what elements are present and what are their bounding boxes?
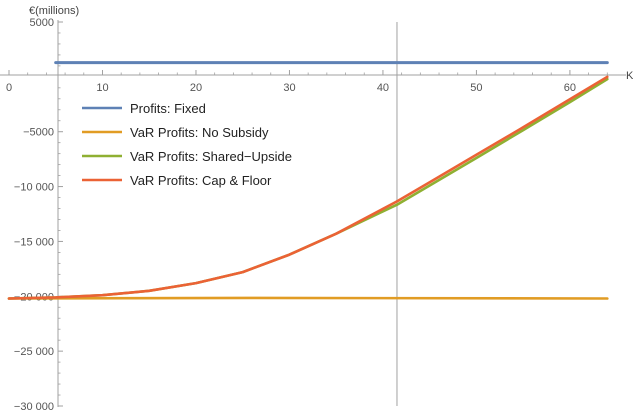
x-tick-label: 30 — [283, 82, 295, 94]
x-tick-label: 0 — [6, 82, 12, 94]
legend-label-1: Profits: Fixed — [130, 101, 206, 116]
legend-label-3: VaR Profits: Shared−Upside — [130, 149, 292, 164]
y-tick-label: −30 000 — [14, 401, 54, 413]
y-tick-label: −25 000 — [14, 346, 54, 358]
y-tick-label: −15 000 — [14, 236, 54, 248]
series-layer — [7, 61, 609, 300]
y-tick-label: 5000 — [30, 17, 54, 29]
series-line-4 — [7, 75, 609, 300]
x-axis-title: K — [626, 70, 633, 82]
legend-label-2: VaR Profits: No Subsidy — [130, 125, 269, 140]
legend: Profits: Fixed VaR Profits: No Subsidy VaR… — [82, 101, 292, 188]
legend-label-4: VaR Profits: Cap & Floor — [130, 173, 272, 188]
series-line-3 — [7, 77, 609, 300]
series-line-2 — [7, 296, 609, 300]
x-tick-label: 10 — [96, 82, 108, 94]
y-axis-title: €(millions) — [29, 5, 79, 17]
x-tick-label: 40 — [377, 82, 389, 94]
x-tick-label: 20 — [190, 82, 202, 94]
y-tick-label: −10 000 — [14, 182, 54, 194]
x-tick-label: 50 — [470, 82, 482, 94]
y-tick-label: −5000 — [23, 127, 54, 139]
x-tick-label: 60 — [564, 82, 576, 94]
